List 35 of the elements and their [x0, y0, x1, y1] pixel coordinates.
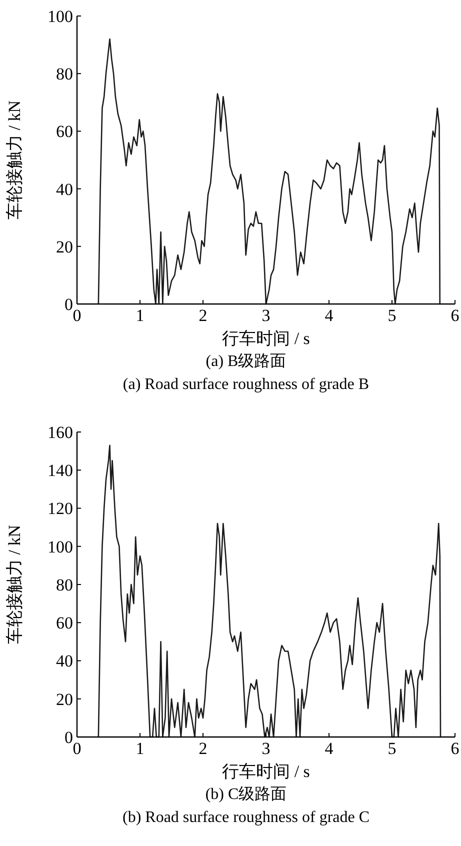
x-tick-label: 6 [450, 739, 460, 758]
y-tick-label: 100 [48, 6, 73, 26]
y-tick-label: 80 [56, 575, 73, 594]
y-tick-label: 80 [56, 64, 73, 84]
y-tick-label: 20 [56, 237, 73, 256]
x-tick-label: 2 [198, 739, 208, 758]
y-axis-title: 车轮接触力 / kN [5, 100, 24, 220]
y-tick-label: 60 [56, 614, 73, 633]
y-tick-label: 40 [56, 180, 73, 199]
y-axis-title: 车轮接触力 / kN [5, 525, 24, 644]
y-tick-label: 160 [48, 422, 73, 442]
x-tick-label: 1 [136, 739, 144, 758]
x-tick-label: 3 [262, 306, 270, 325]
line-series [98, 444, 442, 738]
x-tick-label: 1 [136, 306, 144, 325]
y-tick-label: 60 [56, 122, 73, 142]
x-tick-label: 5 [388, 306, 396, 325]
x-axis-title: 行车时间 / s [222, 762, 310, 781]
x-tick-label: 5 [388, 739, 396, 758]
x-tick-label: 4 [324, 739, 334, 758]
x-tick-label: 4 [324, 306, 334, 325]
text: (b) C级路面 [205, 786, 287, 803]
y-tick-label: 100 [48, 537, 73, 556]
text: (a) B级路面 [206, 353, 286, 370]
y-tick-label: 20 [56, 690, 73, 709]
x-axis-title: 行车时间 / s [222, 329, 310, 348]
text: (b) Road surface roughness of grade C [122, 809, 370, 826]
line-series [98, 38, 441, 305]
y-tick-label: 120 [48, 499, 73, 518]
text: (a) Road surface roughness of grade B [122, 376, 370, 393]
x-tick-label: 2 [198, 306, 208, 325]
y-tick-label: 140 [48, 461, 73, 480]
x-tick-label: 6 [450, 306, 460, 325]
x-tick-label: 3 [262, 739, 270, 758]
y-tick-label: 40 [56, 652, 73, 671]
